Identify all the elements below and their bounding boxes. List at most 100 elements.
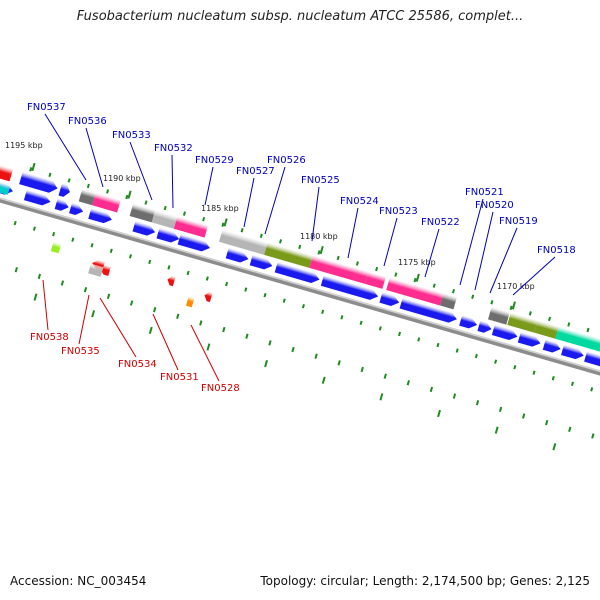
minus-gene-label[interactable]: FN0534	[99, 297, 157, 370]
gene-feature[interactable]	[264, 242, 313, 268]
ruler-tick	[586, 327, 590, 333]
plus-gene-label[interactable]: FN0522	[421, 217, 460, 278]
svg-text:FN0522: FN0522	[421, 217, 460, 228]
gene-feature[interactable]	[0, 162, 14, 182]
cds-feature[interactable]	[561, 344, 585, 361]
ruler-major-tick	[31, 162, 36, 172]
map-title: Fusobacterium nucleatum subsp. nucleatum…	[76, 9, 524, 24]
plus-gene-label[interactable]: FN0527	[236, 166, 275, 228]
ruler-tick	[182, 211, 186, 216]
scale-label-kbp: 1175 kbp	[398, 258, 436, 267]
ruler-tick	[590, 387, 594, 392]
plus-gene-label[interactable]: FN0520	[474, 200, 514, 291]
gene-feature[interactable]	[488, 306, 510, 325]
cds-feature[interactable]	[88, 208, 113, 225]
minus-gene-feature[interactable]	[203, 291, 213, 303]
ruler-tick	[52, 231, 56, 237]
cds-feature[interactable]	[69, 202, 85, 217]
gene-feature[interactable]	[534, 320, 559, 339]
gene-feature[interactable]	[58, 183, 72, 198]
ruler-tick	[336, 255, 340, 261]
ruler-tick	[360, 366, 364, 373]
ruler-tick	[48, 172, 52, 178]
gene-feature[interactable]	[309, 255, 369, 284]
gene-feature[interactable]	[19, 171, 59, 195]
gene-feature[interactable]	[218, 229, 268, 255]
cds-feature[interactable]	[542, 339, 562, 354]
cds-feature[interactable]	[225, 247, 250, 265]
svg-text:FN0538: FN0538	[30, 332, 69, 343]
gene-feature[interactable]	[0, 178, 11, 195]
ruler-tick	[532, 370, 536, 375]
scale-label-kbp: 1195 kbp	[5, 141, 43, 150]
minus-gene-label[interactable]: FN0531	[152, 313, 199, 383]
cds-feature[interactable]	[517, 331, 542, 349]
cds-feature[interactable]	[177, 233, 212, 253]
plus-gene-label[interactable]: FN0524	[340, 196, 379, 259]
gene-feature[interactable]	[507, 312, 538, 333]
plus-gene-label[interactable]: FN0526	[264, 155, 306, 235]
ruler-tick	[268, 340, 272, 346]
minus-gene-label[interactable]: FN0538	[30, 279, 69, 343]
ruler-tick	[163, 205, 167, 211]
gene-feature[interactable]	[66, 215, 74, 219]
ruler-tick	[144, 200, 148, 205]
svg-text:FN0532: FN0532	[154, 143, 193, 154]
ruler-tick	[264, 359, 269, 368]
minus-gene-feature[interactable]	[88, 263, 104, 277]
cds-feature[interactable]	[379, 292, 400, 308]
gene-feature[interactable]	[386, 277, 444, 306]
cds-feature[interactable]	[459, 315, 478, 330]
ruler-tick	[452, 393, 457, 399]
gene-feature[interactable]	[365, 271, 386, 289]
plus-gene-label[interactable]: FN0533	[112, 130, 153, 201]
plus-gene-label[interactable]: FN0536	[68, 116, 107, 188]
plus-gene-label[interactable]: FN0525	[301, 175, 340, 242]
minus-gene-feature[interactable]	[166, 275, 176, 287]
plus-gene-label[interactable]: FN0532	[154, 143, 193, 209]
backbone-highlight	[0, 192, 600, 388]
cds-feature[interactable]	[477, 320, 493, 334]
ruler-tick	[90, 243, 94, 248]
cds-feature[interactable]	[23, 189, 52, 208]
plus-gene-label[interactable]: FN0523	[379, 206, 418, 267]
minus-gene-feature[interactable]	[186, 296, 195, 308]
ruler-tick	[379, 393, 384, 401]
minus-gene-label[interactable]: FN0528	[190, 324, 240, 394]
gene-feature[interactable]	[92, 192, 121, 213]
cds-feature[interactable]	[54, 198, 71, 212]
cds-feature[interactable]	[249, 254, 274, 272]
plus-gene-label[interactable]: FN0537	[27, 102, 87, 181]
ruler-tick	[13, 220, 17, 226]
ruler-tick	[202, 216, 206, 222]
accession-label: Accession: NC_003454	[10, 574, 147, 588]
ruler-tick	[129, 300, 134, 306]
ruler-tick	[474, 353, 478, 359]
cds-feature[interactable]	[132, 220, 156, 238]
gene-feature[interactable]	[151, 209, 178, 229]
gene-feature[interactable]	[78, 188, 96, 206]
ruler-tick	[359, 320, 363, 326]
cds-feature[interactable]	[156, 227, 180, 245]
cds-feature[interactable]	[584, 351, 600, 370]
cds-feature[interactable]	[320, 275, 380, 302]
plus-gene-label[interactable]: FN0521	[459, 187, 504, 286]
minus-gene-label[interactable]: FN0535	[61, 294, 100, 357]
gene-feature[interactable]	[555, 326, 600, 353]
cds-feature[interactable]	[491, 324, 519, 341]
gene-feature[interactable]	[129, 203, 156, 223]
scale-label-kbp: 1190 kbp	[103, 174, 141, 183]
gene-feature[interactable]	[173, 216, 209, 238]
ruler-tick	[33, 293, 38, 301]
cds-feature[interactable]	[399, 297, 459, 325]
gene-feature[interactable]	[439, 293, 458, 310]
plus-gene-label[interactable]: FN0529	[195, 155, 234, 206]
minus-gene-feature[interactable]	[50, 241, 62, 254]
plus-gene-label[interactable]: FN0518	[512, 245, 576, 296]
svg-text:FN0529: FN0529	[195, 155, 234, 166]
ruler-major-tick	[319, 245, 324, 255]
cds-feature[interactable]	[274, 261, 321, 285]
plus-gene-label[interactable]: FN0519	[489, 216, 538, 294]
ruler-tick	[317, 250, 321, 255]
